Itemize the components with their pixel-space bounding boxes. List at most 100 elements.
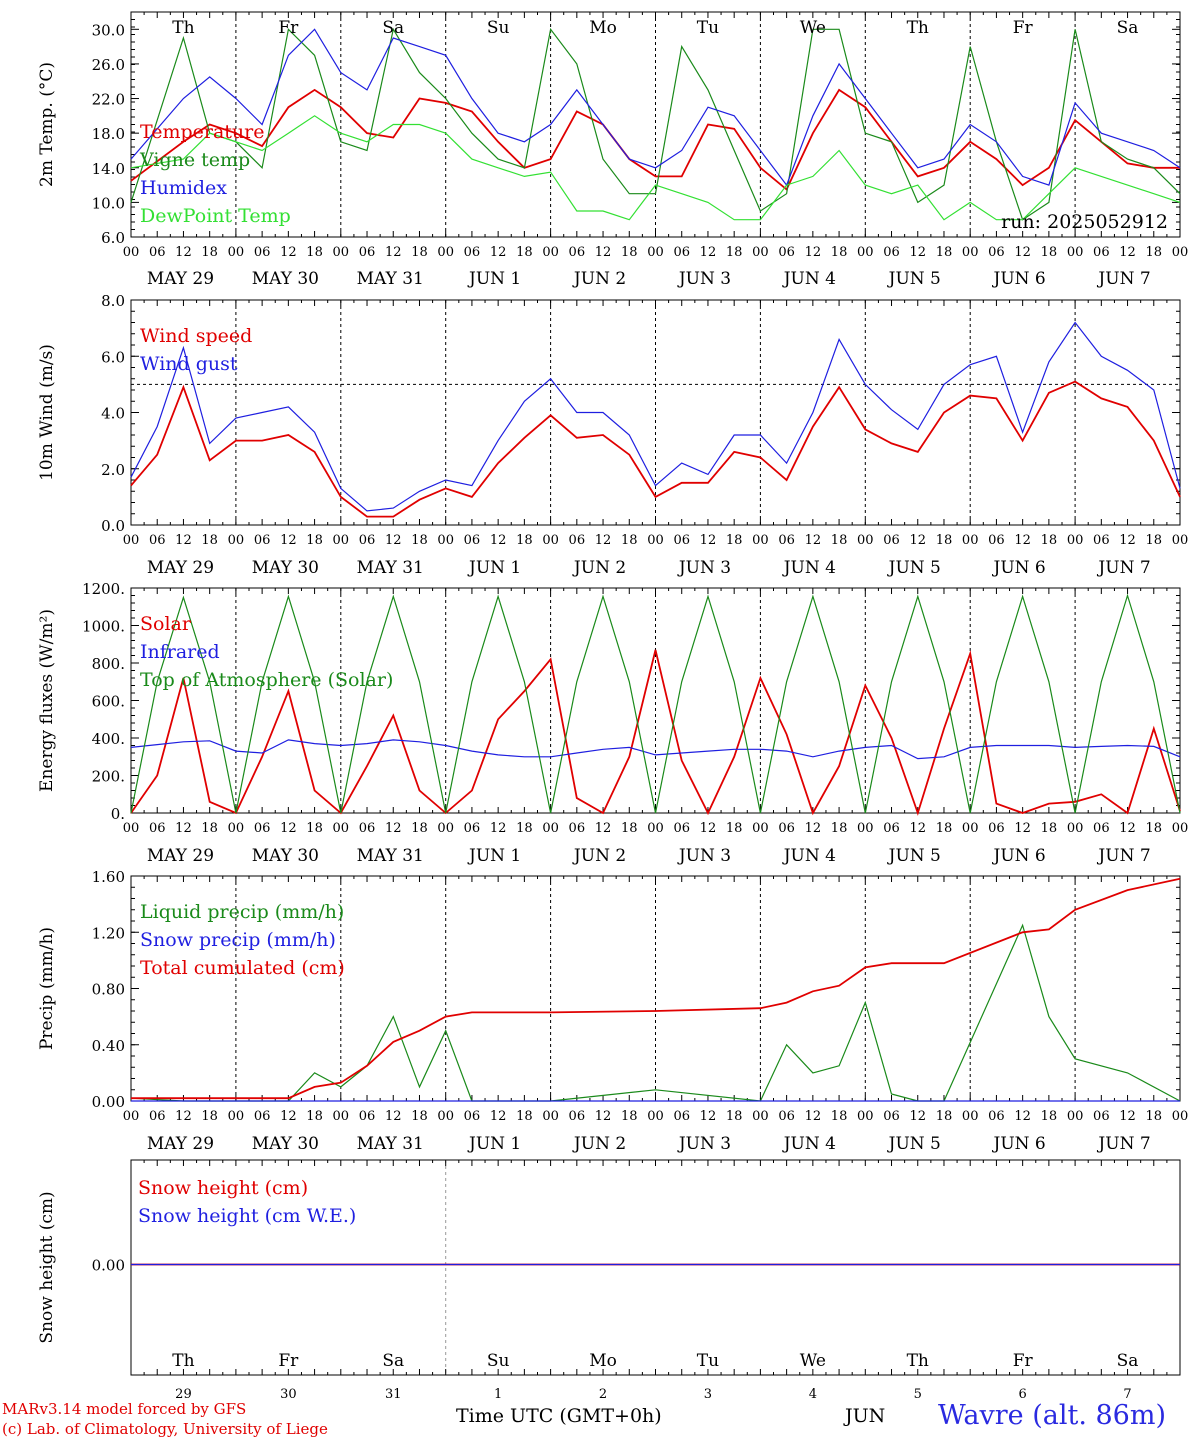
hour-tick-label: 18 — [306, 245, 323, 260]
hour-tick-label: 06 — [254, 533, 271, 548]
day-number-label: 2 — [599, 1387, 607, 1402]
series-line — [130, 115, 1181, 221]
hour-tick-label: 12 — [909, 1109, 926, 1124]
hour-tick-label: 18 — [936, 821, 953, 836]
hour-tick-label: 12 — [280, 245, 297, 260]
y-tick-label: 1.20 — [92, 924, 125, 942]
hour-tick-label: 18 — [726, 821, 743, 836]
hour-tick-label: 18 — [201, 533, 218, 548]
hour-tick-label: 00 — [123, 245, 140, 260]
hour-tick-label: 12 — [490, 533, 507, 548]
hour-tick-label: 18 — [936, 533, 953, 548]
y-tick-label: 8.0 — [101, 292, 125, 310]
hour-tick-label: 00 — [437, 1109, 454, 1124]
y-tick-label: 4.0 — [101, 405, 125, 423]
hour-tick-label: 00 — [1172, 821, 1189, 836]
hour-tick-label: 18 — [726, 245, 743, 260]
hour-tick-label: 18 — [726, 533, 743, 548]
hour-tick-label: 00 — [542, 1109, 559, 1124]
hour-tick-label: 18 — [831, 821, 848, 836]
hour-tick-label: 12 — [175, 1109, 192, 1124]
y-tick-label: 26.0 — [92, 56, 125, 74]
panel-3: 1200. 1000. 800. 600. 400. 200. 0. Energy fluxe… — [37, 580, 1188, 866]
date-label: JUN 5 — [887, 1134, 941, 1154]
hour-tick-label: 00 — [123, 1109, 140, 1124]
weekday-label: Mo — [589, 1351, 617, 1371]
hour-tick-label: 00 — [542, 533, 559, 548]
hour-tick-label: 06 — [254, 821, 271, 836]
hour-tick-label: 18 — [831, 533, 848, 548]
hour-tick-label: 12 — [700, 821, 717, 836]
hour-tick-label: 06 — [149, 533, 166, 548]
legend-entry: Snow precip (mm/h) — [140, 929, 336, 951]
hour-tick-label: 00 — [542, 245, 559, 260]
y-axis-title: Energy fluxes (W/m²) — [37, 609, 57, 792]
weekday-label: Su — [487, 1351, 510, 1371]
hour-tick-label: 06 — [464, 245, 481, 260]
hour-tick-label: 00 — [857, 533, 874, 548]
hour-tick-label: 00 — [647, 245, 664, 260]
hour-tick-label: 12 — [805, 533, 822, 548]
hour-tick-label: 06 — [1093, 533, 1110, 548]
weekday-label: Sa — [1117, 1351, 1139, 1371]
hour-tick-label: 12 — [805, 245, 822, 260]
hour-tick-label: 06 — [359, 533, 376, 548]
hour-tick-label: 00 — [752, 1109, 769, 1124]
hour-tick-label: 06 — [673, 533, 690, 548]
hour-tick-label: 00 — [857, 1109, 874, 1124]
hour-tick-label: 12 — [1014, 245, 1031, 260]
hour-tick-label: 18 — [201, 245, 218, 260]
weekday-label: Tu — [697, 1351, 719, 1371]
day-number-label: 29 — [175, 1387, 192, 1402]
hour-tick-label: 12 — [280, 533, 297, 548]
day-number-label: 5 — [914, 1387, 922, 1402]
hour-tick-label: 18 — [1041, 1109, 1058, 1124]
y-tick-label: 0.0 — [101, 517, 125, 535]
hour-tick-label: 00 — [857, 821, 874, 836]
y-tick-label: 30.0 — [92, 21, 125, 39]
hour-tick-label: 18 — [1041, 821, 1058, 836]
date-label: JUN 6 — [992, 1134, 1046, 1154]
date-label: JUN 4 — [782, 269, 836, 289]
hour-tick-label: 12 — [595, 821, 612, 836]
date-label: JUN 2 — [572, 846, 626, 866]
date-label: MAY 29 — [147, 1134, 214, 1154]
hour-tick-label: 12 — [1119, 245, 1136, 260]
weekday-label: We — [800, 1351, 826, 1371]
hour-tick-label: 00 — [333, 245, 350, 260]
day-number-label: 1 — [494, 1387, 502, 1402]
hour-tick-label: 06 — [778, 245, 795, 260]
legend-entry: Snow height (cm W.E.) — [138, 1205, 356, 1227]
hour-tick-label: 12 — [595, 245, 612, 260]
series-line — [130, 649, 1181, 816]
hour-tick-label: 00 — [1067, 1109, 1084, 1124]
date-label: JUN 7 — [1096, 269, 1150, 289]
hour-tick-label: 12 — [909, 533, 926, 548]
hour-tick-label: 06 — [464, 821, 481, 836]
hour-tick-label: 00 — [333, 821, 350, 836]
hour-tick-label: 06 — [359, 245, 376, 260]
hour-tick-label: 06 — [988, 821, 1005, 836]
plot-frame — [130, 587, 1181, 814]
hour-tick-label: 12 — [909, 245, 926, 260]
date-label: MAY 30 — [252, 1134, 319, 1154]
hour-tick-label: 06 — [149, 245, 166, 260]
hour-tick-label: 12 — [385, 533, 402, 548]
hour-tick-label: 00 — [1172, 533, 1189, 548]
date-label: JUN 6 — [992, 558, 1046, 578]
hour-tick-label: 06 — [359, 821, 376, 836]
y-tick-label: 10.0 — [92, 194, 125, 212]
y-tick-label: 1.60 — [92, 868, 125, 886]
hour-tick-label: 06 — [1093, 1109, 1110, 1124]
hour-tick-label: 18 — [201, 821, 218, 836]
y-tick-label: 1200. — [82, 580, 125, 598]
hour-tick-label: 00 — [228, 1109, 245, 1124]
hour-tick-label: 06 — [673, 245, 690, 260]
weekday-label: We — [800, 18, 826, 38]
panel-4: 1.60 1.20 0.80 0.40 0.00 Precip (mm/h) Liquid … — [37, 868, 1188, 1154]
weekday-label: Tu — [697, 18, 719, 38]
date-label: JUN 1 — [467, 846, 521, 866]
hour-tick-label: 18 — [1146, 533, 1163, 548]
hour-tick-label: 00 — [333, 1109, 350, 1124]
